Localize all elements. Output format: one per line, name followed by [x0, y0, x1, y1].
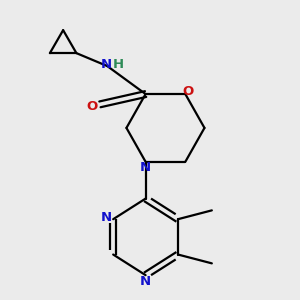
Text: N: N: [101, 211, 112, 224]
Text: O: O: [86, 100, 97, 113]
Text: O: O: [182, 85, 193, 98]
Text: N: N: [140, 160, 151, 174]
Text: N: N: [100, 58, 111, 71]
Text: N: N: [140, 274, 151, 287]
Text: H: H: [113, 58, 124, 71]
